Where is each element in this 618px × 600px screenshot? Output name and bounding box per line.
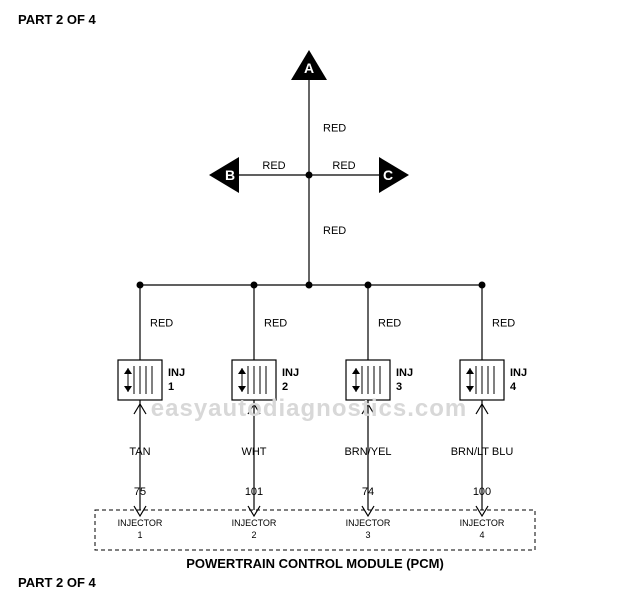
svg-text:INJ: INJ <box>282 367 299 379</box>
part-label-bottom: PART 2 OF 4 <box>18 575 96 590</box>
svg-text:INJECTOR: INJECTOR <box>346 518 391 528</box>
svg-text:3: 3 <box>365 530 370 540</box>
svg-text:4: 4 <box>510 381 517 393</box>
svg-text:4: 4 <box>479 530 484 540</box>
svg-text:INJ: INJ <box>510 367 527 379</box>
svg-text:INJ: INJ <box>396 367 413 379</box>
svg-text:RED: RED <box>323 123 346 135</box>
svg-text:INJECTOR: INJECTOR <box>460 518 505 528</box>
svg-text:3: 3 <box>396 381 402 393</box>
svg-text:RED: RED <box>262 160 285 172</box>
svg-text:INJECTOR: INJECTOR <box>118 518 163 528</box>
svg-text:INJ: INJ <box>168 367 185 379</box>
svg-text:RED: RED <box>323 225 346 237</box>
svg-text:RED: RED <box>492 318 515 330</box>
svg-text:1: 1 <box>168 381 174 393</box>
svg-text:101: 101 <box>245 486 263 498</box>
part-label-top: PART 2 OF 4 <box>18 12 96 27</box>
svg-text:2: 2 <box>251 530 256 540</box>
svg-text:RED: RED <box>332 160 355 172</box>
svg-text:WHT: WHT <box>241 446 266 458</box>
wiring-diagram: A RED B RED C RED RED RED INJ 1 TAN 75 INJECTOR 1 RED I… <box>0 0 618 600</box>
svg-text:B: B <box>225 167 235 183</box>
svg-text:RED: RED <box>378 318 401 330</box>
svg-text:RED: RED <box>150 318 173 330</box>
svg-text:1: 1 <box>137 530 142 540</box>
svg-text:BRN/LT BLU: BRN/LT BLU <box>451 446 514 458</box>
svg-text:POWERTRAIN CONTROL MODULE (PCM: POWERTRAIN CONTROL MODULE (PCM) <box>186 556 444 571</box>
svg-text:RED: RED <box>264 318 287 330</box>
svg-text:A: A <box>304 60 314 76</box>
svg-text:C: C <box>383 167 393 183</box>
svg-text:75: 75 <box>134 486 146 498</box>
svg-text:74: 74 <box>362 486 374 498</box>
svg-text:INJECTOR: INJECTOR <box>232 518 277 528</box>
svg-text:2: 2 <box>282 381 288 393</box>
svg-text:BRN/YEL: BRN/YEL <box>344 446 391 458</box>
svg-text:100: 100 <box>473 486 491 498</box>
svg-text:TAN: TAN <box>129 446 150 458</box>
